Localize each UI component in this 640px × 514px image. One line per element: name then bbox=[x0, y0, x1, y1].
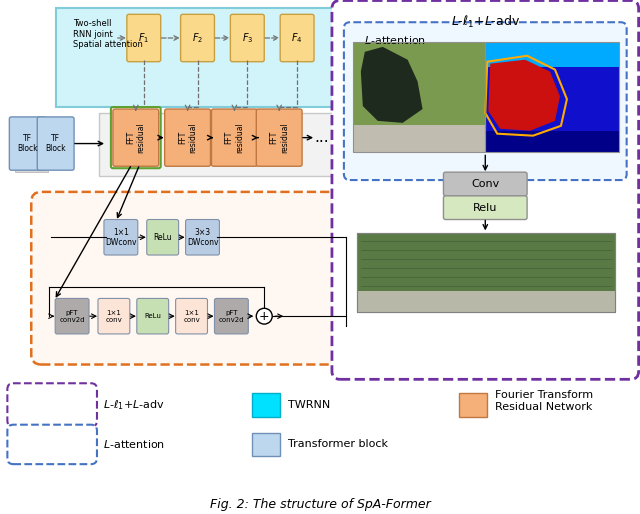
FancyBboxPatch shape bbox=[164, 109, 211, 166]
Bar bbox=[485, 42, 619, 153]
FancyBboxPatch shape bbox=[211, 109, 257, 166]
FancyBboxPatch shape bbox=[10, 117, 46, 170]
FancyBboxPatch shape bbox=[104, 219, 138, 255]
Bar bbox=[357, 290, 614, 312]
FancyBboxPatch shape bbox=[31, 192, 368, 364]
Text: ...: ... bbox=[315, 130, 330, 145]
FancyBboxPatch shape bbox=[137, 299, 169, 334]
Bar bbox=[353, 42, 485, 153]
Text: $F_3$: $F_3$ bbox=[242, 31, 253, 45]
Text: FFT
residual: FFT residual bbox=[178, 122, 197, 153]
Bar bbox=[485, 131, 619, 153]
Circle shape bbox=[256, 308, 272, 324]
Bar bbox=[353, 42, 485, 153]
FancyBboxPatch shape bbox=[127, 14, 161, 62]
FancyBboxPatch shape bbox=[98, 299, 130, 334]
Text: $\it{L}$-$\it{\ell_1}$+$\it{L}$-adv: $\it{L}$-$\it{\ell_1}$+$\it{L}$-adv bbox=[451, 14, 520, 30]
Bar bbox=[485, 42, 619, 153]
FancyBboxPatch shape bbox=[180, 14, 214, 62]
Text: FFT
residual: FFT residual bbox=[269, 122, 289, 153]
Bar bbox=[252, 393, 280, 417]
Bar bbox=[15, 123, 48, 172]
Text: $\it{L}$-attention: $\it{L}$-attention bbox=[364, 34, 426, 46]
FancyBboxPatch shape bbox=[186, 219, 220, 255]
Text: TF
Block: TF Block bbox=[45, 134, 66, 153]
Text: Fourier Transform
Residual Network: Fourier Transform Residual Network bbox=[495, 390, 593, 412]
FancyBboxPatch shape bbox=[214, 299, 248, 334]
Bar bbox=[56, 8, 345, 107]
Polygon shape bbox=[361, 47, 422, 123]
FancyBboxPatch shape bbox=[37, 117, 74, 170]
Bar bbox=[99, 113, 338, 176]
FancyBboxPatch shape bbox=[344, 22, 627, 180]
Text: $F_4$: $F_4$ bbox=[291, 31, 303, 45]
FancyBboxPatch shape bbox=[8, 383, 97, 427]
FancyBboxPatch shape bbox=[113, 109, 159, 166]
Bar bbox=[357, 233, 614, 312]
Text: 1×1
DWconv: 1×1 DWconv bbox=[105, 228, 136, 247]
FancyBboxPatch shape bbox=[175, 299, 207, 334]
Text: +: + bbox=[259, 310, 269, 323]
Text: $F_1$: $F_1$ bbox=[138, 31, 149, 45]
Polygon shape bbox=[488, 60, 560, 131]
Text: pFT
conv2d: pFT conv2d bbox=[60, 310, 85, 323]
Text: TF
Block: TF Block bbox=[17, 134, 38, 153]
FancyBboxPatch shape bbox=[332, 1, 639, 379]
FancyBboxPatch shape bbox=[444, 196, 527, 219]
Text: $\it{L}$-$\it{\ell_1}$+$\it{L}$-adv: $\it{L}$-$\it{\ell_1}$+$\it{L}$-adv bbox=[103, 398, 164, 412]
Bar bbox=[357, 233, 614, 312]
FancyBboxPatch shape bbox=[444, 172, 527, 196]
FancyBboxPatch shape bbox=[230, 14, 264, 62]
FancyBboxPatch shape bbox=[147, 219, 179, 255]
Bar bbox=[460, 393, 487, 417]
Text: Relu: Relu bbox=[473, 203, 497, 213]
Text: ReLu: ReLu bbox=[144, 313, 161, 319]
FancyBboxPatch shape bbox=[8, 425, 97, 464]
FancyBboxPatch shape bbox=[55, 299, 89, 334]
Text: Transformer block: Transformer block bbox=[288, 439, 388, 449]
Text: FFT
residual: FFT residual bbox=[225, 122, 244, 153]
FancyBboxPatch shape bbox=[280, 14, 314, 62]
Text: Two-shell
RNN joint
Spatial attention: Two-shell RNN joint Spatial attention bbox=[73, 19, 143, 49]
Text: Conv: Conv bbox=[471, 179, 499, 189]
Text: $F_2$: $F_2$ bbox=[192, 31, 203, 45]
Text: 1×1
conv: 1×1 conv bbox=[183, 310, 200, 323]
Text: $\it{L}$-attention: $\it{L}$-attention bbox=[103, 438, 165, 450]
Text: Fig. 2: The structure of SpA-Former: Fig. 2: The structure of SpA-Former bbox=[210, 498, 430, 511]
Text: FFT
residual: FFT residual bbox=[126, 122, 145, 153]
FancyBboxPatch shape bbox=[256, 109, 302, 166]
Bar bbox=[252, 433, 280, 456]
Text: TWRNN: TWRNN bbox=[288, 400, 330, 410]
Text: 1×1
conv: 1×1 conv bbox=[106, 310, 122, 323]
Text: 3×3
DWconv: 3×3 DWconv bbox=[187, 228, 218, 247]
Bar bbox=[353, 125, 485, 153]
Text: pFT
conv2d: pFT conv2d bbox=[219, 310, 244, 323]
Text: ReLu: ReLu bbox=[154, 233, 172, 242]
Bar bbox=[485, 42, 619, 67]
